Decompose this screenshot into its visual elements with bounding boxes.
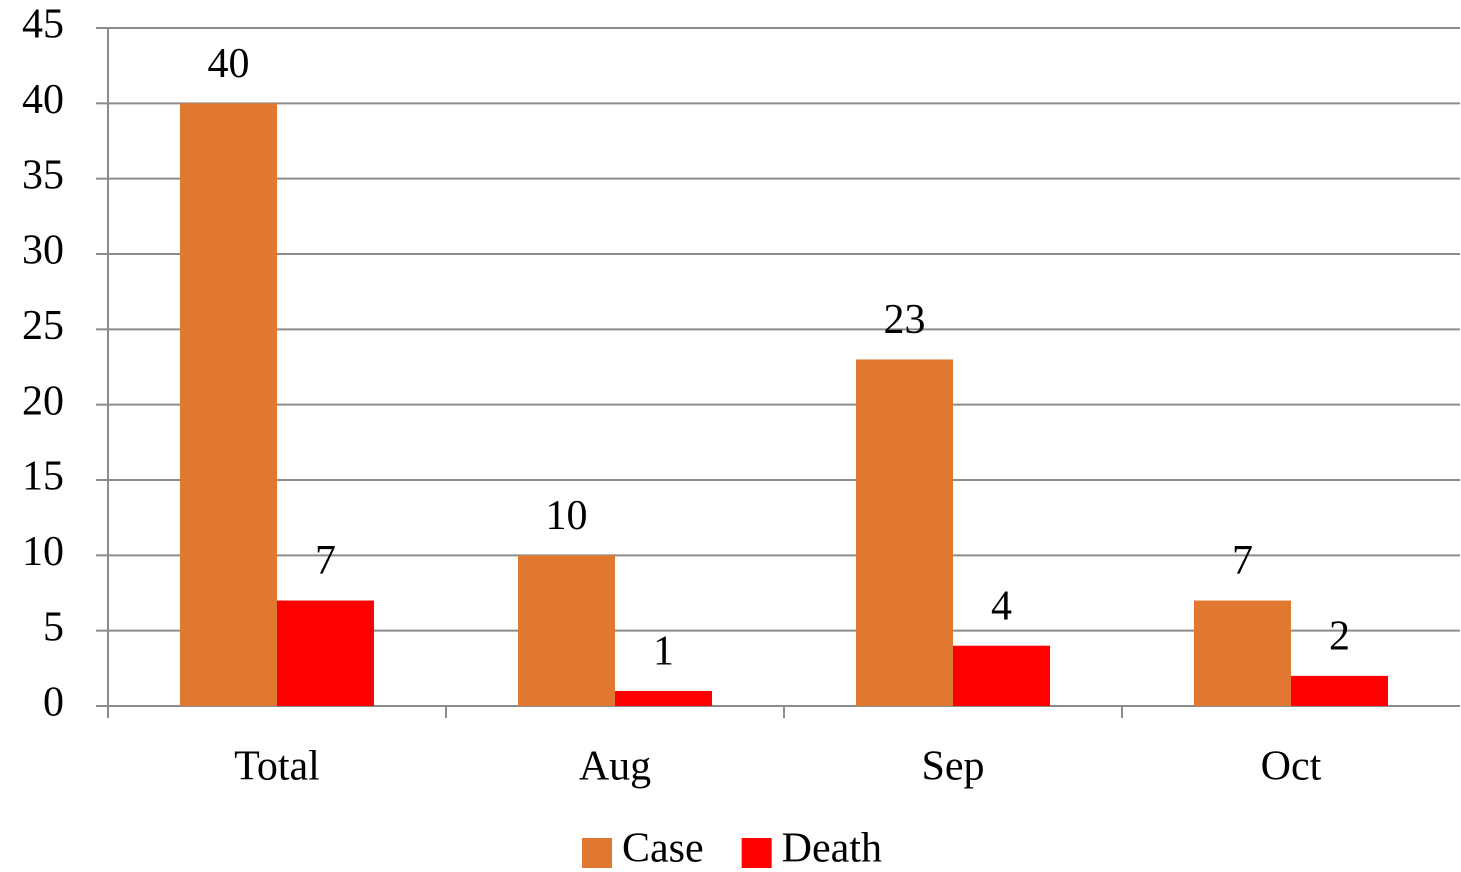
x-tick-label: Total bbox=[234, 744, 320, 790]
bar bbox=[1291, 675, 1388, 706]
data-label: 23 bbox=[884, 297, 926, 343]
data-label: 1 bbox=[653, 629, 674, 675]
x-tick-label: Oct bbox=[1261, 744, 1322, 790]
bar bbox=[856, 359, 953, 706]
y-tick-label: 15 bbox=[22, 454, 64, 500]
y-tick-label: 5 bbox=[43, 604, 64, 650]
y-tick-label: 45 bbox=[22, 2, 64, 48]
bar bbox=[1194, 600, 1291, 706]
bar bbox=[277, 600, 374, 706]
x-tick-label: Aug bbox=[579, 744, 651, 790]
data-label: 2 bbox=[1329, 614, 1350, 660]
y-tick-label: 25 bbox=[22, 303, 64, 349]
data-label: 4 bbox=[991, 583, 1012, 629]
data-label: 7 bbox=[315, 538, 336, 584]
x-tick-label: Sep bbox=[922, 744, 985, 790]
y-tick-label: 30 bbox=[22, 228, 64, 274]
data-label: 10 bbox=[546, 493, 588, 539]
legend-label: Death bbox=[782, 826, 882, 872]
y-tick-label: 40 bbox=[22, 77, 64, 123]
bar bbox=[615, 690, 712, 706]
legend-swatch bbox=[582, 838, 612, 868]
bar bbox=[953, 645, 1050, 706]
y-tick-label: 10 bbox=[22, 529, 64, 575]
legend-swatch bbox=[741, 838, 772, 868]
bar bbox=[180, 103, 277, 707]
y-tick-label: 35 bbox=[22, 152, 64, 198]
bar bbox=[518, 555, 615, 706]
data-label: 40 bbox=[208, 41, 250, 87]
legend-label: Case bbox=[622, 826, 704, 872]
y-tick-label: 20 bbox=[22, 378, 64, 424]
data-label: 7 bbox=[1232, 538, 1253, 584]
y-tick-label: 0 bbox=[43, 680, 64, 726]
